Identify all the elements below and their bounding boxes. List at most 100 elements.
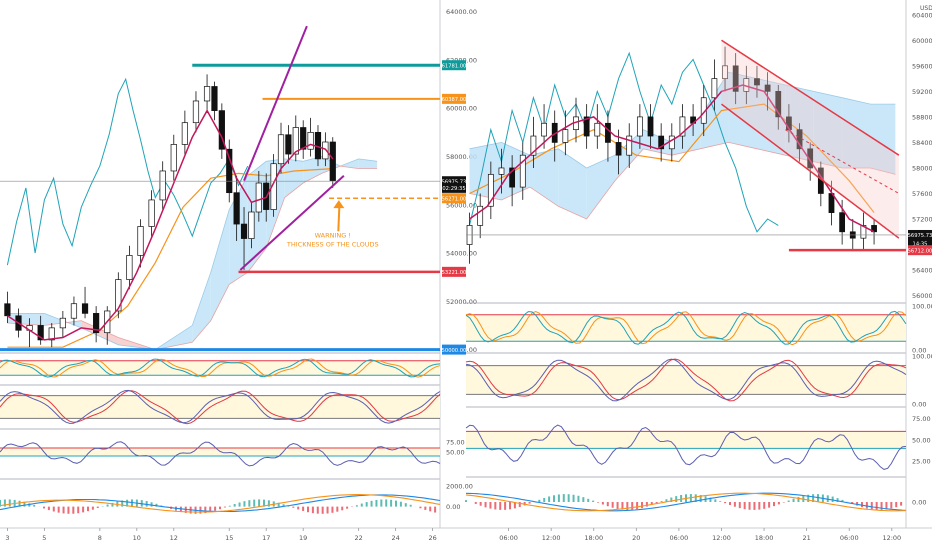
macd-histogram-bar [558, 494, 560, 502]
time-tick-label: 26 [428, 534, 436, 542]
candle-body [712, 79, 717, 98]
macd-histogram-bar [243, 501, 245, 506]
candle-body [241, 224, 247, 238]
time-tick-label: 10 [133, 534, 141, 542]
macd-histogram-bar [385, 499, 387, 506]
price-label-text: 53221.00 [442, 270, 467, 276]
macd-histogram-bar [832, 497, 834, 502]
rsi-tick-label: 50.00 [446, 449, 465, 457]
candle-body [82, 304, 88, 314]
time-tick-label: 12:00 [882, 534, 901, 542]
macd-histogram-bar [317, 507, 319, 514]
candle-body [71, 304, 77, 318]
macd-histogram-bar [312, 507, 314, 514]
macd-histogram-bar [597, 502, 599, 503]
time-tick-label: 12:00 [712, 534, 731, 542]
macd-histogram-bar [229, 506, 231, 507]
candle-body [160, 171, 166, 200]
macd-histogram-bar [788, 501, 790, 502]
candle-body [478, 206, 483, 225]
price-tick-label: 60000.00 [912, 37, 932, 45]
macd-histogram-bar [77, 507, 79, 514]
price-tick-label: 52000.00 [446, 298, 477, 306]
macd-histogram-bar [322, 507, 324, 514]
time-tick-label: 06:00 [840, 534, 859, 542]
macd-histogram-bar [375, 500, 377, 507]
macd-histogram-bar [341, 507, 343, 511]
macd-histogram-bar [475, 502, 477, 504]
macd-histogram-bar [749, 502, 751, 510]
candle-body [605, 123, 610, 142]
macd-histogram-bar [434, 507, 436, 513]
time-tick-label: 15 [225, 534, 233, 542]
time-tick-label: 21 [803, 534, 811, 542]
macd-histogram-bar [602, 502, 604, 504]
macd-histogram-bar [758, 502, 760, 510]
price-label-text: 50000.00 [442, 348, 467, 354]
price-label-text: 56271.00 [442, 196, 467, 202]
candle-body [212, 86, 218, 110]
candle-body [234, 193, 240, 224]
macd-tick-label: 2000.00 [446, 483, 473, 491]
macd-histogram-bar [258, 499, 260, 506]
macd-histogram-bar [224, 507, 226, 508]
macd-histogram-bar [675, 496, 677, 502]
macd-histogram-bar [371, 501, 373, 507]
macd-histogram-bar [331, 507, 333, 513]
candle-body [127, 255, 133, 279]
candle-body [60, 318, 66, 328]
candle-body [171, 144, 177, 171]
macd-histogram-bar [612, 502, 614, 508]
macd-histogram-bar [876, 502, 878, 510]
macd-histogram-bar [395, 501, 397, 507]
macd-histogram-bar [553, 495, 555, 502]
macd-tick-label: 0.00 [912, 499, 926, 507]
candle-body [278, 135, 284, 164]
time-tick-label: 06:00 [670, 534, 689, 542]
price-tick-label: 56400.00 [912, 267, 932, 275]
candle-body [595, 123, 600, 136]
macd-histogram-bar [494, 502, 496, 509]
price-label-text: 56712.00 [908, 248, 932, 254]
macd-histogram-bar [543, 498, 545, 502]
time-tick-label: 06:00 [499, 534, 518, 542]
macd-histogram-bar [529, 502, 531, 504]
macd-histogram-bar [724, 502, 726, 503]
macd-histogram-bar [778, 502, 780, 504]
time-tick-label: 3 [5, 534, 9, 542]
macd-histogram-bar [107, 505, 109, 507]
macd-histogram-bar [895, 502, 897, 507]
macd-histogram-bar [504, 502, 506, 510]
candle-body [256, 183, 262, 212]
time-tick-label: 17 [262, 534, 270, 542]
macd-histogram-bar [489, 502, 491, 509]
price-tick-label: 58400.00 [912, 139, 932, 147]
candle-body [138, 226, 144, 255]
macd-histogram-bar [548, 496, 550, 502]
macd-histogram-bar [739, 502, 741, 508]
macd-histogram-bar [327, 507, 329, 514]
macd-histogram-bar [58, 507, 60, 513]
candle-body [616, 142, 621, 155]
macd-histogram-bar [636, 502, 638, 509]
price-tick-label: 57200.00 [912, 216, 932, 224]
macd-histogram-bar [405, 503, 407, 506]
price-tick-label: 56000.00 [912, 292, 932, 300]
macd-histogram-bar [297, 507, 299, 510]
candle-body [637, 117, 642, 136]
macd-histogram-bar [538, 500, 540, 502]
time-tick-label: 19 [299, 534, 307, 542]
macd-histogram-bar [253, 500, 255, 507]
candle-body [563, 130, 568, 143]
rsi-tick-label: 50.00 [912, 436, 931, 444]
macd-histogram-bar [302, 507, 304, 511]
osc2-tick-label: 100.00 [912, 353, 932, 361]
macd-histogram-bar [592, 501, 594, 502]
oscillator-band [0, 396, 440, 419]
time-tick-label: 12:00 [542, 534, 561, 542]
price-tick-label: 60000.00 [446, 105, 477, 113]
candle-body [149, 200, 155, 227]
time-tick-label: 12 [170, 534, 178, 542]
macd-histogram-bar [82, 507, 84, 513]
